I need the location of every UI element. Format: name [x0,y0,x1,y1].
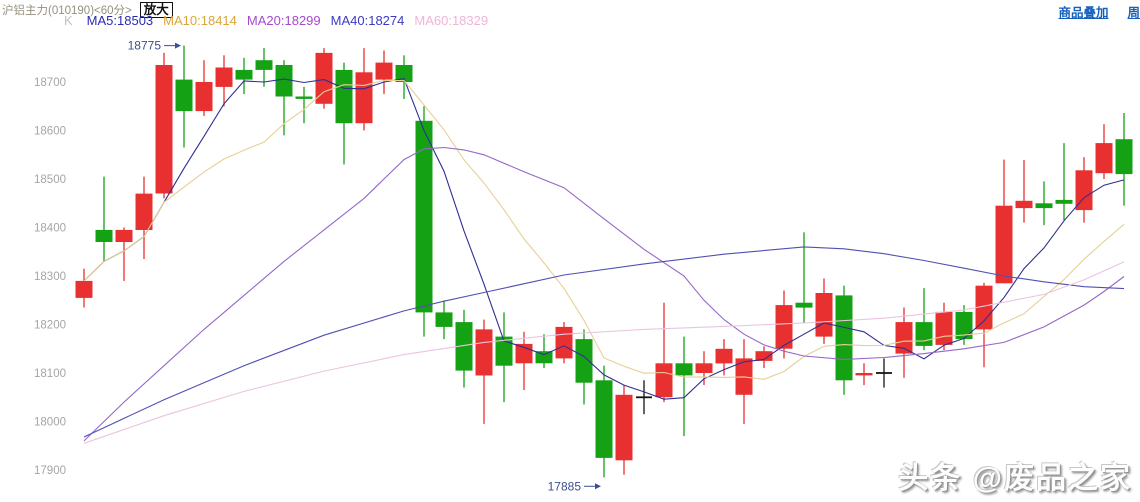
legend-ma40: MA40:18274 [330,13,405,28]
candle [615,385,633,475]
candle [675,336,693,437]
candle [255,48,273,87]
candle [1115,113,1133,206]
candle [1095,124,1113,179]
annotations-layer: 18775 17885 [128,39,601,493]
ma5-line [83,77,1125,400]
candle [195,60,213,116]
candle [475,319,493,424]
candle [735,339,753,424]
candle [535,334,553,369]
k-label: K [64,13,73,28]
annotation-arrowhead [595,483,601,490]
candle [895,307,913,378]
candle [655,302,673,403]
ma20-line [83,146,1125,442]
candle [555,322,573,364]
legend-ma60: MA60:18329 [414,13,489,28]
candle [315,48,333,109]
legend-ma5: MA5:18503 [86,13,154,28]
candle [155,52,173,199]
ma10-line [83,79,1125,380]
y-tick-label: 18700 [34,77,66,89]
candle [175,45,193,148]
candle [495,312,513,403]
candle [876,358,892,388]
candle [75,268,93,308]
annotation-label: 17885 [548,479,582,493]
y-tick-label: 18300 [34,271,66,283]
candle [695,351,713,386]
candle [295,86,313,124]
candle [1015,160,1033,223]
ma-lines-layer [83,77,1125,444]
annotation-label: 18775 [128,39,162,53]
candle [855,363,873,386]
y-tick-label: 18200 [34,320,66,332]
candle [1075,157,1093,223]
top-links: 商品叠加 周 [1058,2,1140,21]
candle [435,300,453,340]
candle [935,302,953,351]
y-tick-label: 17900 [34,465,66,477]
annotation-arrowhead [175,42,181,49]
candle [375,50,393,95]
candle [835,285,853,395]
title-bar: 沪铝主力(010190)<60分> 放大 [2,2,173,18]
candle [275,60,293,136]
candle [995,159,1013,284]
zoom-in-button[interactable]: 放大 [139,2,173,18]
legend-ma20: MA20:18299 [246,13,321,28]
candle [775,290,793,359]
candle [335,62,353,165]
candle [1035,181,1053,226]
candle [975,282,993,368]
candles-layer [75,45,1133,478]
candle [235,57,253,95]
chart-title: 沪铝主力(010190)<60分> [2,5,132,17]
y-axis: 18700 18600 18500 18400 18300 18200 18100 18000… [34,77,66,477]
candle [575,329,593,405]
y-tick-label: 18500 [34,174,66,186]
candle [95,176,113,262]
ma-legend: K MA5:18503 MA10:18414 MA20:18299 MA40:1827… [64,13,488,28]
ma40-line [83,246,1125,438]
candle [636,380,652,415]
candle [455,309,473,388]
candle [115,227,133,281]
candle [815,278,833,344]
watermark: 头条 @废品之家 [898,462,1132,495]
y-tick-label: 18000 [34,417,66,429]
y-tick-label: 18600 [34,126,66,138]
candle [1055,143,1073,221]
candle [755,346,773,369]
candle [135,176,153,259]
ma-legend-items: MA5:18503 MA10:18414 MA20:18299 MA40:18274 M… [87,13,488,28]
candle [795,232,813,323]
candle [395,55,413,99]
y-tick-label: 18100 [34,368,66,380]
candle [215,55,233,107]
legend-ma10: MA10:18414 [163,13,237,28]
period-link[interactable]: 周 [1127,6,1140,20]
ma60-line [83,261,1125,444]
y-tick-label: 18400 [34,223,66,235]
candle [515,331,533,390]
candle [595,365,613,478]
overlay-commodity-link[interactable]: 商品叠加 [1058,6,1109,20]
candle [415,106,433,337]
